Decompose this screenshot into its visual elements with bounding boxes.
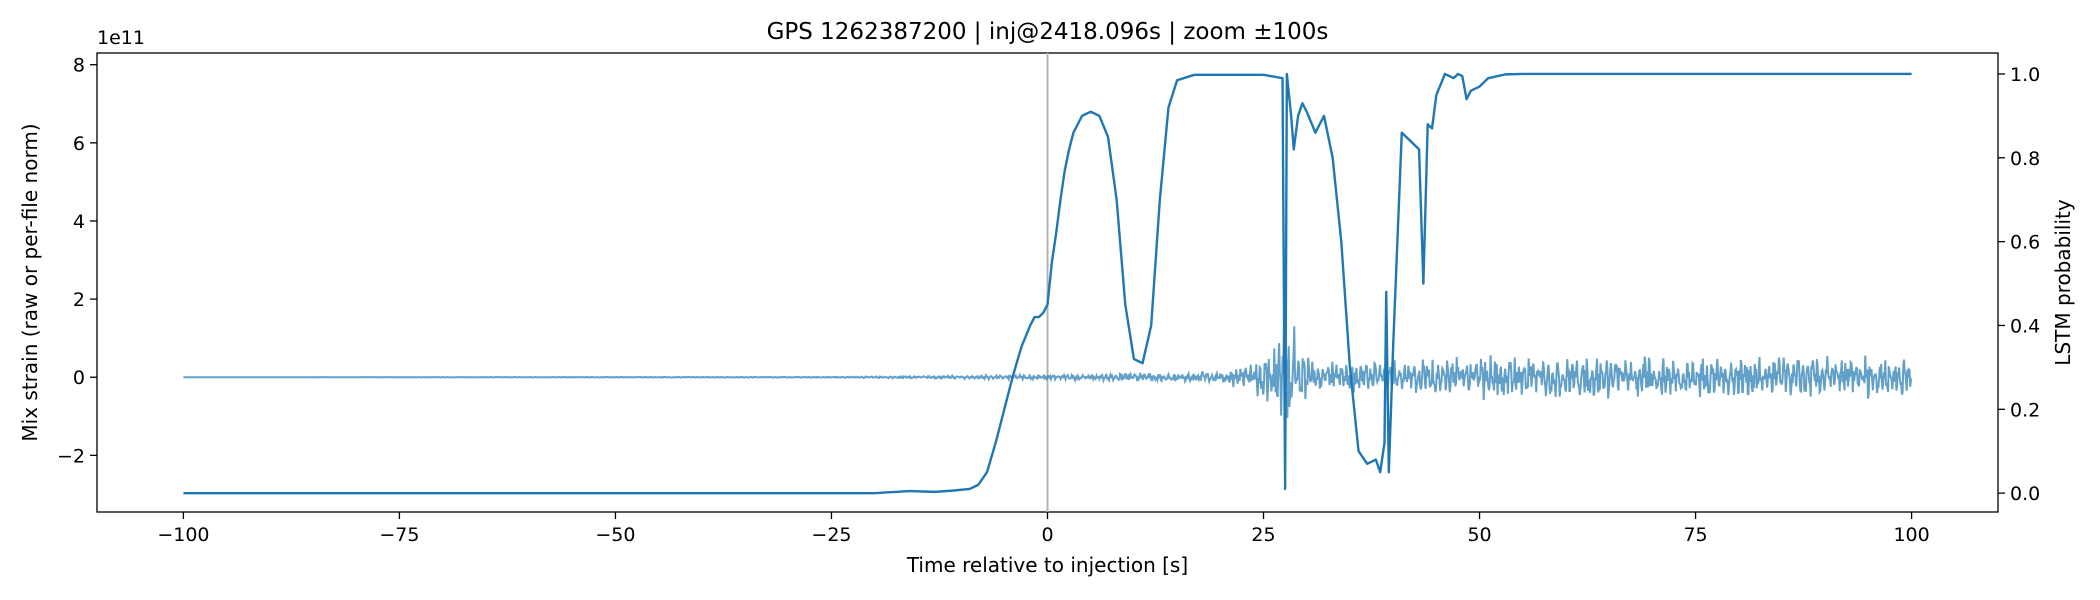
x-tick-label: 25 bbox=[1251, 524, 1275, 546]
left-tick-label: −2 bbox=[57, 445, 85, 467]
x-tick-label: 75 bbox=[1683, 524, 1707, 546]
x-tick-label: 0 bbox=[1041, 524, 1053, 546]
strain-series-line bbox=[183, 324, 1913, 418]
right-tick-label: 0.6 bbox=[2010, 232, 2040, 254]
right-tick-label: 0.2 bbox=[2010, 399, 2040, 421]
probability-series-layer bbox=[183, 72, 1912, 495]
x-axis-ticks: −100 −75 −50 −25 0 25 50 75 100 bbox=[157, 512, 1930, 546]
left-tick-label: 0 bbox=[73, 367, 85, 389]
x-tick-label: −75 bbox=[379, 524, 419, 546]
left-tick-label: 2 bbox=[73, 289, 85, 311]
strain-series-layer bbox=[183, 324, 1913, 418]
x-axis-label: Time relative to injection [s] bbox=[906, 553, 1188, 577]
left-tick-label: 6 bbox=[73, 133, 85, 155]
right-tick-label: 0.8 bbox=[2010, 148, 2040, 170]
left-axis-offset-label: 1e11 bbox=[97, 27, 145, 49]
x-tick-label: 50 bbox=[1467, 524, 1491, 546]
probability-series-line bbox=[183, 72, 1912, 495]
x-tick-label: −50 bbox=[595, 524, 635, 546]
left-tick-label: 8 bbox=[73, 55, 85, 77]
x-tick-label: −100 bbox=[157, 524, 209, 546]
left-axis-label: Mix strain (raw or per-file norm) bbox=[18, 123, 42, 441]
x-tick-label: −25 bbox=[811, 524, 851, 546]
right-axis-label: LSTM probability bbox=[2051, 199, 2075, 366]
left-axis-ticks: −2 0 2 4 6 8 bbox=[57, 55, 97, 467]
right-axis-ticks: 0.0 0.2 0.4 0.6 0.8 1.0 bbox=[1998, 64, 2040, 505]
left-tick-label: 4 bbox=[73, 211, 85, 233]
chart-title: GPS 1262387200 | inj@2418.096s | zoom ±1… bbox=[767, 19, 1329, 45]
x-tick-label: 100 bbox=[1893, 524, 1929, 546]
right-tick-label: 1.0 bbox=[2010, 64, 2040, 86]
right-tick-label: 0.4 bbox=[2010, 315, 2040, 337]
right-tick-label: 0.0 bbox=[2010, 483, 2040, 505]
